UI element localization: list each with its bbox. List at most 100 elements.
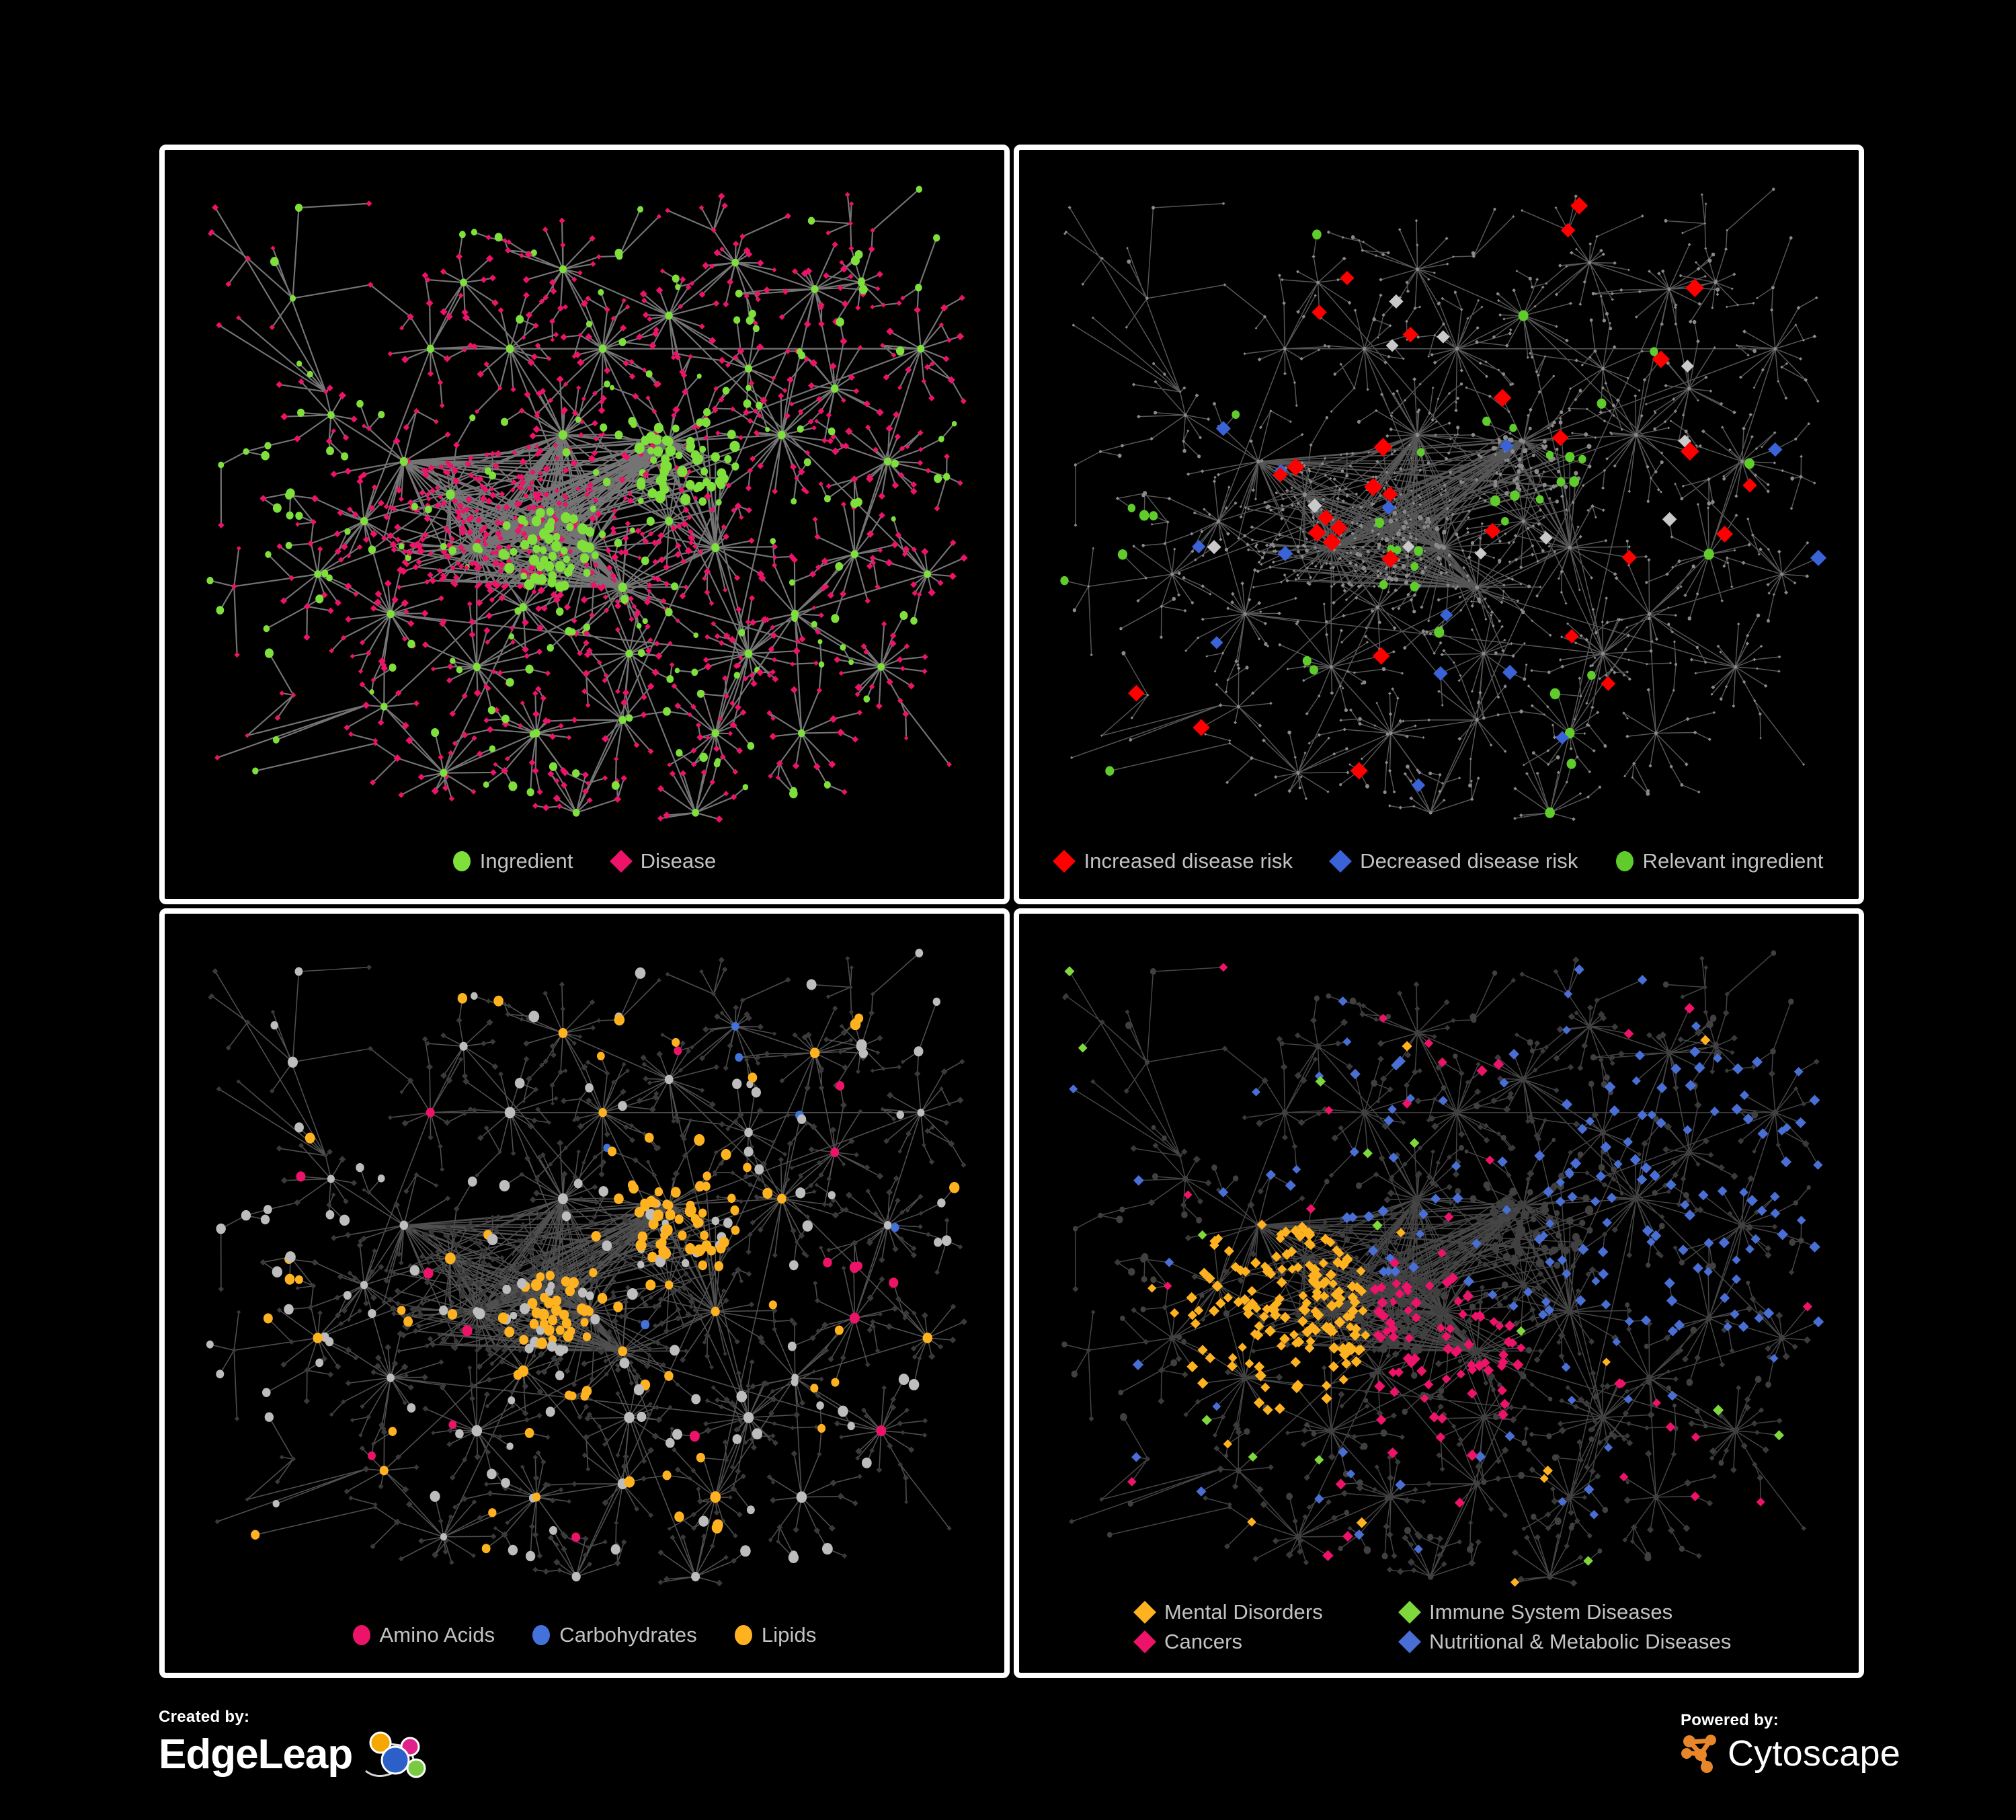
disease-node[interactable]: [640, 711, 647, 719]
ingredient-node[interactable]: [563, 555, 571, 563]
ingredient-node[interactable]: [641, 556, 649, 565]
ingredient-node[interactable]: [1504, 491, 1509, 496]
ingredient-node[interactable]: [942, 1235, 952, 1247]
disease-node[interactable]: [556, 803, 563, 809]
disease-node[interactable]: [886, 678, 893, 686]
ingredient-node[interactable]: [765, 427, 770, 432]
disease-node[interactable]: [814, 418, 819, 424]
disease-node[interactable]: [1597, 1439, 1603, 1446]
disease-node[interactable]: [1492, 335, 1496, 339]
disease-node[interactable]: [900, 1060, 905, 1064]
ingredient-node[interactable]: [791, 1378, 799, 1386]
disease-node[interactable]: [362, 1187, 366, 1192]
disease-node[interactable]: [841, 1265, 846, 1271]
ingredient-node[interactable]: [674, 668, 680, 674]
disease-node[interactable]: [298, 379, 305, 385]
disease-node[interactable]: [839, 1023, 844, 1029]
disease-node[interactable]: [483, 1125, 489, 1131]
disease-node[interactable]: [394, 1288, 401, 1294]
disease-node[interactable]: [1777, 670, 1781, 673]
disease-node[interactable]: [534, 1215, 540, 1221]
disease-node[interactable]: [848, 245, 854, 251]
disease-node[interactable]: [393, 754, 401, 762]
disease-node[interactable]: [1466, 1271, 1472, 1278]
ingredient-node[interactable]: [856, 1039, 867, 1051]
disease-node[interactable]: [602, 1499, 609, 1507]
disease-node[interactable]: [713, 1150, 719, 1155]
disease-node[interactable]: [918, 1224, 923, 1230]
disease-node[interactable]: [440, 548, 448, 555]
disease-node[interactable]: [1346, 582, 1350, 586]
disease-node[interactable]: [477, 1134, 484, 1142]
disease-node[interactable]: [562, 1257, 567, 1262]
disease-node[interactable]: [590, 261, 596, 268]
disease-node[interactable]: [1569, 301, 1573, 305]
disease-node[interactable]: [684, 547, 692, 555]
disease-node[interactable]: [928, 395, 935, 401]
ingredient-node[interactable]: [475, 1308, 485, 1320]
disease-node[interactable]: [686, 469, 692, 475]
disease-node[interactable]: [1510, 382, 1515, 386]
ingredient-node[interactable]: [1139, 510, 1150, 521]
ingredient-node[interactable]: [699, 752, 708, 762]
disease-node[interactable]: [670, 1426, 675, 1431]
disease-node[interactable]: [1447, 421, 1451, 426]
disease-node[interactable]: [463, 506, 471, 513]
disease-node[interactable]: [729, 1464, 735, 1470]
ingredient-node[interactable]: [898, 1374, 910, 1386]
disease-node[interactable]: [1626, 1252, 1633, 1259]
disease-node[interactable]: [589, 999, 596, 1005]
disease-node[interactable]: [572, 1174, 578, 1180]
disease-node[interactable]: [610, 525, 616, 532]
ingredient-node[interactable]: [1574, 471, 1578, 476]
disease-node[interactable]: [604, 1437, 608, 1442]
disease-node[interactable]: [1547, 426, 1550, 430]
disease-node[interactable]: [1601, 621, 1604, 624]
disease-node[interactable]: [1558, 658, 1562, 662]
ingredient-node[interactable]: [460, 278, 467, 286]
disease-node[interactable]: [771, 1140, 776, 1144]
disease-node[interactable]: [438, 754, 444, 760]
ingredient-node[interactable]: [698, 1260, 708, 1271]
disease-node[interactable]: [368, 1269, 375, 1275]
disease-node[interactable]: [938, 1344, 944, 1350]
ingredient-node[interactable]: [1418, 515, 1423, 520]
disease-node[interactable]: [366, 426, 372, 432]
disease-node[interactable]: [1338, 1390, 1345, 1398]
disease-node[interactable]: [498, 594, 506, 602]
disease-node[interactable]: [1373, 438, 1393, 457]
disease-node[interactable]: [778, 393, 784, 399]
disease-node[interactable]: [656, 1051, 663, 1058]
ingredient-node[interactable]: [377, 1174, 385, 1183]
disease-node[interactable]: [1350, 762, 1368, 780]
disease-node[interactable]: [821, 557, 829, 565]
disease-node[interactable]: [1685, 717, 1690, 721]
disease-node[interactable]: [492, 463, 499, 470]
disease-node[interactable]: [1392, 649, 1396, 654]
disease-node[interactable]: [356, 1242, 363, 1249]
disease-node[interactable]: [1724, 1068, 1730, 1074]
disease-node[interactable]: [1458, 1070, 1465, 1076]
ingredient-node[interactable]: [462, 1325, 473, 1337]
ingredient-node[interactable]: [1716, 287, 1720, 292]
disease-node[interactable]: [685, 284, 692, 290]
disease-node[interactable]: [1630, 1524, 1638, 1531]
disease-node[interactable]: [294, 1199, 300, 1206]
ingredient-node[interactable]: [555, 1325, 565, 1335]
disease-node[interactable]: [1495, 1458, 1502, 1464]
disease-node[interactable]: [645, 395, 651, 401]
disease-node[interactable]: [1500, 625, 1504, 629]
ingredient-node[interactable]: [1740, 459, 1744, 464]
disease-node[interactable]: [358, 474, 364, 481]
disease-node[interactable]: [942, 356, 950, 362]
disease-node[interactable]: [729, 1400, 736, 1407]
ingredient-node[interactable]: [539, 546, 547, 554]
disease-node[interactable]: [485, 234, 491, 241]
ingredient-node[interactable]: [877, 663, 885, 671]
ingredient-node[interactable]: [368, 1451, 376, 1460]
disease-node[interactable]: [656, 539, 662, 545]
disease-node[interactable]: [922, 654, 928, 660]
disease-node[interactable]: [401, 559, 408, 565]
disease-node[interactable]: [629, 616, 635, 623]
disease-node[interactable]: [1619, 288, 1623, 292]
